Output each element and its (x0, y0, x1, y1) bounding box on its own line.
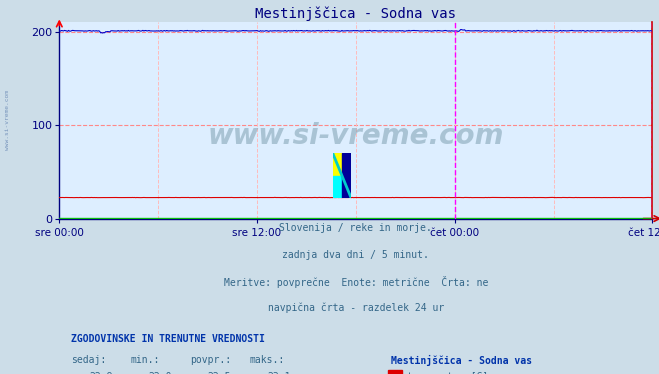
Text: ZGODOVINSKE IN TRENUTNE VREDNOSTI: ZGODOVINSKE IN TRENUTNE VREDNOSTI (71, 334, 265, 344)
FancyBboxPatch shape (389, 370, 401, 374)
Text: www.si-vreme.com: www.si-vreme.com (208, 122, 504, 150)
Text: Meritve: povprečne  Enote: metrične  Črta: ne: Meritve: povprečne Enote: metrične Črta:… (223, 276, 488, 288)
Text: 22,5: 22,5 (208, 373, 231, 374)
Text: 22,0: 22,0 (148, 373, 172, 374)
Text: temperatura[C]: temperatura[C] (407, 373, 488, 374)
Text: zadnja dva dni / 5 minut.: zadnja dva dni / 5 minut. (283, 249, 429, 260)
Text: povpr.:: povpr.: (190, 355, 231, 365)
Text: 23,1: 23,1 (267, 373, 291, 374)
Text: sedaj:: sedaj: (71, 355, 106, 365)
Text: Slovenija / reke in morje.: Slovenija / reke in morje. (279, 223, 432, 233)
Text: navpična črta - razdelek 24 ur: navpična črta - razdelek 24 ur (268, 303, 444, 313)
Text: Mestinjščica - Sodna vas: Mestinjščica - Sodna vas (391, 355, 532, 366)
Text: min.:: min.: (130, 355, 160, 365)
Bar (342, 153, 351, 198)
Text: 22,9: 22,9 (89, 373, 113, 374)
Title: Mestinjščica - Sodna vas: Mestinjščica - Sodna vas (255, 7, 457, 21)
Text: www.si-vreme.com: www.si-vreme.com (5, 90, 11, 150)
Text: maks.:: maks.: (249, 355, 284, 365)
Bar (333, 153, 342, 176)
Bar (333, 176, 342, 198)
